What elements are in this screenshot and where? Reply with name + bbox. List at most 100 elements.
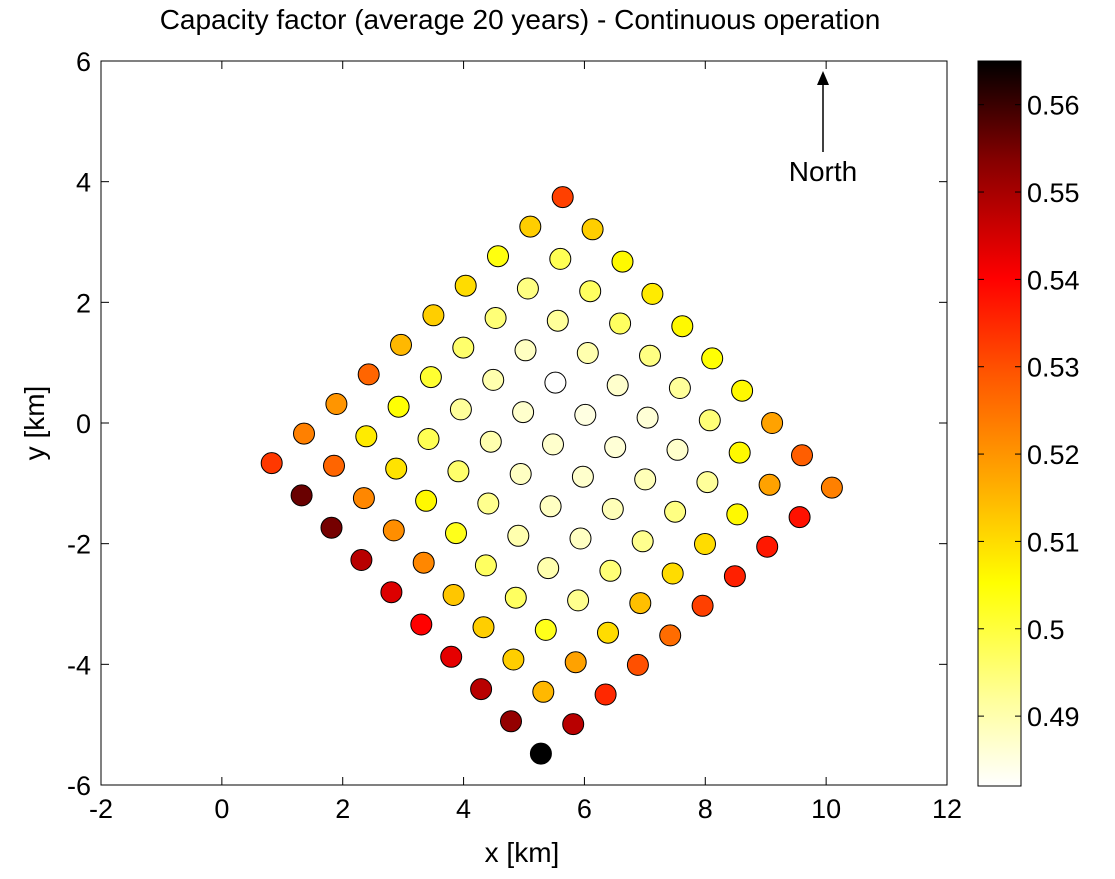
scatter-point bbox=[691, 594, 714, 617]
colorbar-tick-label: 0.56 bbox=[1027, 91, 1080, 121]
scatter-point bbox=[529, 742, 552, 765]
scatter-point bbox=[574, 403, 597, 426]
scatter-point bbox=[500, 710, 522, 733]
scatter-point bbox=[479, 430, 502, 453]
scatter-point bbox=[412, 551, 435, 574]
scatter-point bbox=[477, 492, 500, 515]
y-tick-label: -2 bbox=[67, 530, 91, 560]
scatter-point bbox=[539, 495, 562, 518]
scatter-point bbox=[380, 581, 403, 604]
scatter-point bbox=[352, 487, 375, 510]
scatter-point bbox=[641, 282, 664, 305]
scatter-point bbox=[564, 651, 587, 674]
colorbar-tick-label: 0.55 bbox=[1027, 178, 1080, 208]
scatter-point bbox=[728, 441, 751, 464]
north-label: North bbox=[789, 156, 857, 187]
x-tick-label: 10 bbox=[811, 794, 841, 824]
scatter-point bbox=[474, 554, 497, 577]
colorbar-tick-label: 0.52 bbox=[1027, 440, 1080, 470]
colorbar-tick-label: 0.5 bbox=[1027, 615, 1065, 645]
colorbar bbox=[977, 60, 1022, 787]
scatter-point bbox=[567, 589, 590, 612]
scatter-point bbox=[355, 425, 378, 448]
scatter-point bbox=[599, 559, 622, 582]
scatter-point bbox=[454, 274, 477, 297]
scatter-point bbox=[666, 438, 689, 461]
scatter-point bbox=[601, 498, 624, 520]
scatter-point bbox=[502, 648, 525, 671]
scatter-point bbox=[788, 506, 811, 529]
scatter-point bbox=[579, 280, 602, 303]
scatter-point bbox=[694, 533, 716, 555]
scatter-point bbox=[442, 584, 465, 606]
x-tick-label: 12 bbox=[932, 794, 962, 824]
scatter-point bbox=[422, 304, 445, 327]
x-tick-label: 8 bbox=[698, 794, 713, 824]
scatter-point bbox=[447, 460, 470, 483]
scatter-point bbox=[549, 247, 572, 270]
scatter-point bbox=[604, 436, 627, 459]
scatter-point bbox=[723, 565, 746, 588]
scatter-point bbox=[696, 471, 719, 494]
colorbar-tick-label: 0.54 bbox=[1027, 265, 1080, 295]
scatter-point bbox=[631, 530, 654, 553]
scatter-point bbox=[484, 307, 507, 329]
scatter-point bbox=[487, 245, 509, 268]
scatter-point bbox=[387, 395, 410, 418]
north-arrow-head bbox=[817, 71, 829, 85]
scatter-point bbox=[634, 468, 657, 491]
scatter-point bbox=[576, 342, 599, 364]
scatter-point bbox=[606, 374, 629, 397]
scatter-point bbox=[507, 524, 530, 547]
scatter-point bbox=[756, 535, 779, 558]
scatter-point bbox=[440, 645, 463, 668]
scatter-point bbox=[452, 336, 475, 359]
scatter-point bbox=[537, 557, 560, 580]
scatter-point bbox=[382, 519, 405, 542]
scatter-point bbox=[597, 621, 619, 644]
scatter-point bbox=[544, 371, 567, 394]
y-axis-label: y [km] bbox=[19, 386, 50, 461]
scatter-point bbox=[320, 516, 343, 539]
scatter-point bbox=[569, 527, 592, 550]
x-tick-label: -2 bbox=[89, 794, 113, 824]
scatter-point bbox=[390, 333, 412, 356]
scatter-point bbox=[417, 428, 440, 450]
colorbar-tick-label: 0.51 bbox=[1027, 527, 1080, 557]
scatter-point bbox=[415, 489, 438, 512]
scatter-point bbox=[260, 452, 283, 475]
scatter-point bbox=[534, 618, 557, 641]
scatter-point bbox=[664, 500, 687, 523]
scatter-point bbox=[611, 250, 634, 273]
scatter-point bbox=[532, 680, 555, 703]
scatter-point bbox=[668, 377, 691, 399]
scatter-point bbox=[542, 433, 564, 456]
scatter-point bbox=[701, 347, 724, 370]
scatter-point bbox=[820, 476, 843, 499]
scatter-point bbox=[731, 379, 754, 402]
scatter-point bbox=[512, 401, 535, 424]
scatter-point bbox=[519, 215, 542, 238]
scatter-point bbox=[445, 522, 467, 545]
scatter-point bbox=[698, 409, 721, 432]
colorbar-tick-label: 0.49 bbox=[1027, 702, 1080, 732]
scatter-point bbox=[516, 277, 539, 300]
scatter-point bbox=[639, 344, 661, 367]
scatter-point bbox=[449, 398, 472, 421]
y-tick-label: 4 bbox=[76, 168, 91, 198]
scatter-point bbox=[562, 713, 585, 736]
x-tick-label: 2 bbox=[335, 794, 350, 824]
scatter-point bbox=[626, 653, 649, 676]
scatter-point bbox=[661, 562, 684, 585]
scatter-point bbox=[385, 457, 408, 480]
scatter-point bbox=[791, 444, 813, 467]
scatter-point bbox=[571, 465, 594, 488]
x-tick-label: 0 bbox=[214, 794, 229, 824]
scatter-point bbox=[419, 366, 442, 389]
scatter-point bbox=[323, 454, 345, 477]
scatter-point bbox=[551, 186, 574, 209]
scatter-point bbox=[546, 309, 569, 332]
scatter-point bbox=[671, 315, 694, 338]
scatter-point bbox=[472, 616, 495, 639]
